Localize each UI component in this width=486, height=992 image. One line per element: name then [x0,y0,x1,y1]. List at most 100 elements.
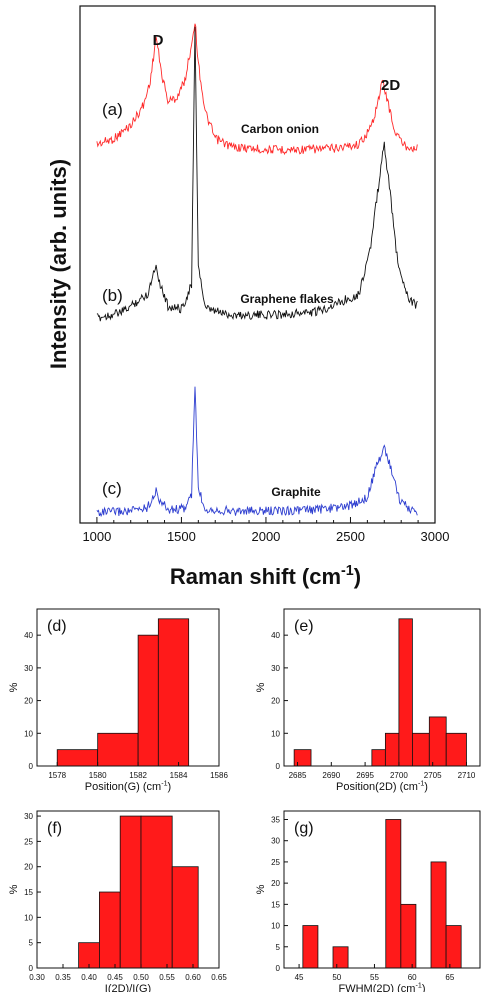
histogram-bar [140,815,173,969]
histogram-bar [412,732,430,767]
histogram-bar [97,732,139,767]
histogram-x-tick-label: 0.50 [133,973,149,982]
histogram-y-tick-label: 20 [271,697,280,706]
histogram-x-axis-title-main: Position(2D) (cm [336,781,418,793]
histogram-x-axis-title: Position(G) (cm-1) [85,780,171,793]
histogram-bar [400,903,417,969]
histogram-x-axis-title-sup: -1 [418,780,424,788]
histogram-bar [430,861,447,969]
histogram-bar [445,925,462,969]
raman-frame [79,5,436,524]
histogram-x-tick-label: 2705 [424,771,442,780]
histogram-y-tick-label: 5 [29,939,34,948]
histogram-y-tick-label: 30 [271,837,280,846]
histogram-bar [371,749,386,767]
histogram-x-axis-title-sup: -1 [415,982,421,990]
histogram-x-tick-label: 0.30 [29,973,45,982]
raman-x-axis-title-close: ) [354,564,361,589]
histogram-bar [428,716,447,767]
histogram-x-tick-label: 2690 [322,771,340,780]
histogram-x-tick-label: 2695 [356,771,374,780]
histogram-x-axis-title-close: ) [168,781,172,793]
histogram-y-tick-label: 10 [24,913,33,922]
histogram-x-tick-label: 0.60 [185,973,201,982]
histogram-y-tick-label: 35 [271,815,280,824]
raman-x-tick-label: 2000 [251,529,280,544]
histogram-y-axis-title: % [255,884,267,894]
raman-series-line-2 [96,386,418,518]
histogram-y-tick-label: 20 [271,879,280,888]
histogram-x-axis-title: FWHM(2D) (cm-1) [338,982,425,992]
histogram-bar [171,866,199,969]
histogram-bar [445,732,467,767]
histogram-x-tick-label: 0.35 [55,973,71,982]
histogram-bar [99,891,121,969]
histogram-y-tick-label: 40 [271,631,280,640]
raman-series-tag: (c) [102,479,122,498]
histogram-x-tick-label: 0.55 [159,973,175,982]
raman-peak-label-2d: 2D [381,77,400,94]
histogram-y-tick-label: 0 [276,762,281,771]
histogram-y-tick-label: 0 [29,762,34,771]
histogram-y-tick-label: 25 [271,858,280,867]
histogram-x-axis-title: I(2D)/I(G) [105,983,151,992]
histogram-y-tick-label: 20 [24,863,33,872]
raman-x-axis-title: Raman shift (cm-1) [170,563,361,589]
histogram-y-tick-label: 20 [24,697,33,706]
histogram-y-tick-label: 25 [24,837,33,846]
histogram-y-tick-label: 10 [271,922,280,931]
histogram-y-tick-label: 15 [24,888,33,897]
histogram-x-axis-title-close: ) [424,781,428,793]
histogram-x-tick-label: 1578 [48,771,66,780]
histogram-y-tick-label: 5 [276,943,281,952]
histogram-x-tick-label: 45 [295,973,304,982]
histogram-bar [56,749,99,767]
histogram-frame [283,810,481,969]
histogram-bar [385,819,402,969]
raman-x-tick-label: 3000 [421,529,450,544]
raman-x-tick-label: 2500 [336,529,365,544]
histogram-x-tick-label: 0.45 [107,973,123,982]
histogram-panel-tag: (g) [294,820,314,837]
histogram-y-tick-label: 30 [271,664,280,673]
histogram-y-tick-label: 30 [24,664,33,673]
raman-x-axis-title-main: Raman shift (cm [170,564,341,589]
histogram-x-tick-label: 1584 [170,771,188,780]
raman-x-tick-label: 1000 [82,529,111,544]
histogram-y-tick-label: 0 [29,964,34,973]
histogram-x-tick-label: 0.65 [211,973,227,982]
raman-series-name: Graphite [271,485,321,499]
histogram-x-axis-title-main: Position(G) (cm [85,781,161,793]
histogram-frame [283,608,481,767]
histogram-y-tick-label: 15 [271,900,280,909]
histogram-y-tick-label: 0 [276,964,281,973]
histogram-bar [398,618,413,767]
histogram-panel-tag: (d) [47,618,67,635]
histogram-bar [137,634,159,767]
raman-series-tag: (a) [102,100,123,119]
histogram-x-tick-label: 50 [332,973,341,982]
histogram-bar [302,925,319,969]
histogram-y-tick-label: 40 [24,631,33,640]
raman-series-tag: (b) [102,286,123,305]
histogram-x-tick-label: 1582 [129,771,147,780]
raman-y-axis-title: Intensity (arb. units) [46,159,71,369]
histogram-bar [332,946,349,969]
raman-series-line-0 [96,23,418,156]
histogram-y-tick-label: 30 [24,812,33,821]
histogram-x-tick-label: 1586 [210,771,228,780]
histogram-x-axis-title: Position(2D) (cm-1) [336,780,428,793]
raman-x-tick-label: 1500 [167,529,196,544]
histogram-x-axis-title-main: FWHM(2D) (cm [338,983,415,992]
histogram-x-axis-title-close: ) [422,983,426,992]
histogram-x-tick-label: 1580 [89,771,107,780]
histogram-y-axis-title: % [8,682,20,692]
raman-series-line-1 [96,26,418,322]
histogram-x-tick-label: 55 [370,973,379,982]
histogram-frame [36,608,220,767]
raman-series-name: Carbon onion [241,122,319,136]
histogram-frame [36,810,220,969]
histogram-bar [384,732,400,767]
histogram-bar [119,815,142,969]
histogram-bar [157,618,190,767]
